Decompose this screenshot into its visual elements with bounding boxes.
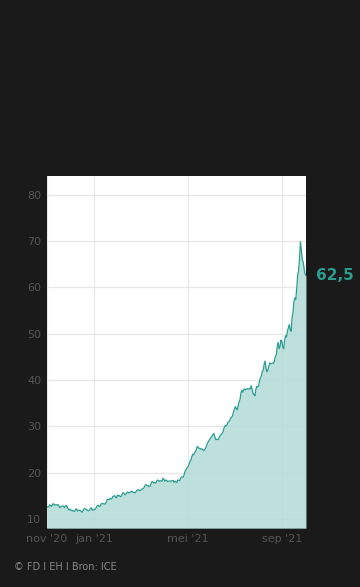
- Text: © FD I EH I Bron: ICE: © FD I EH I Bron: ICE: [14, 562, 117, 572]
- Text: 62,5: 62,5: [316, 268, 354, 284]
